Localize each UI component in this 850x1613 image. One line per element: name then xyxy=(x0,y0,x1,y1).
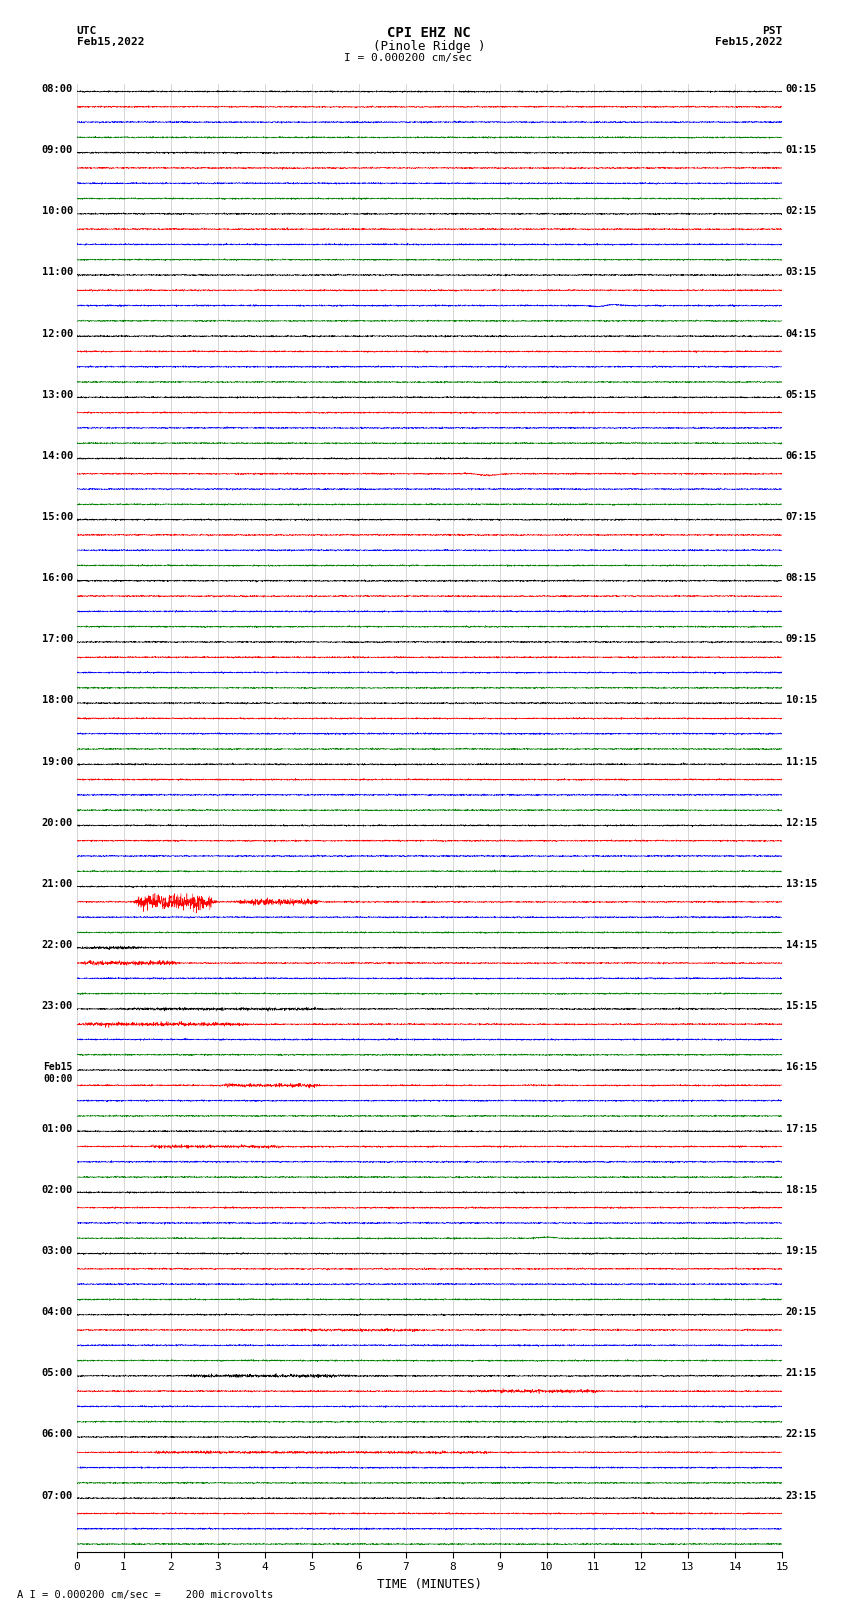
Text: 10:15: 10:15 xyxy=(785,695,817,705)
Text: UTC: UTC xyxy=(76,26,97,35)
Text: 06:15: 06:15 xyxy=(785,450,817,461)
Text: 16:00: 16:00 xyxy=(42,573,73,584)
Text: 00:15: 00:15 xyxy=(785,84,817,94)
Text: 16:15: 16:15 xyxy=(785,1063,817,1073)
Text: 17:15: 17:15 xyxy=(785,1124,817,1134)
Text: A I = 0.000200 cm/sec =    200 microvolts: A I = 0.000200 cm/sec = 200 microvolts xyxy=(17,1590,273,1600)
Text: 05:00: 05:00 xyxy=(42,1368,73,1378)
Text: 02:00: 02:00 xyxy=(42,1184,73,1195)
Text: 01:00: 01:00 xyxy=(42,1124,73,1134)
Text: 19:15: 19:15 xyxy=(785,1245,817,1257)
Text: 23:15: 23:15 xyxy=(785,1490,817,1500)
Text: 07:00: 07:00 xyxy=(42,1490,73,1500)
Text: 20:15: 20:15 xyxy=(785,1307,817,1318)
Text: 14:15: 14:15 xyxy=(785,940,817,950)
Text: 09:15: 09:15 xyxy=(785,634,817,644)
Text: CPI EHZ NC: CPI EHZ NC xyxy=(388,26,471,40)
Text: 01:15: 01:15 xyxy=(785,145,817,155)
Text: 20:00: 20:00 xyxy=(42,818,73,827)
Text: 19:00: 19:00 xyxy=(42,756,73,766)
X-axis label: TIME (MINUTES): TIME (MINUTES) xyxy=(377,1578,482,1590)
Text: Feb15,2022: Feb15,2022 xyxy=(715,37,782,47)
Text: 04:15: 04:15 xyxy=(785,329,817,339)
Text: 12:00: 12:00 xyxy=(42,329,73,339)
Text: 07:15: 07:15 xyxy=(785,511,817,523)
Text: 18:15: 18:15 xyxy=(785,1184,817,1195)
Text: Feb15
00:00: Feb15 00:00 xyxy=(43,1063,73,1084)
Text: 14:00: 14:00 xyxy=(42,450,73,461)
Text: 21:00: 21:00 xyxy=(42,879,73,889)
Text: 02:15: 02:15 xyxy=(785,206,817,216)
Text: 22:00: 22:00 xyxy=(42,940,73,950)
Text: 13:15: 13:15 xyxy=(785,879,817,889)
Text: 06:00: 06:00 xyxy=(42,1429,73,1439)
Text: I = 0.000200 cm/sec: I = 0.000200 cm/sec xyxy=(344,53,472,63)
Text: 10:00: 10:00 xyxy=(42,206,73,216)
Text: 17:00: 17:00 xyxy=(42,634,73,644)
Text: PST: PST xyxy=(762,26,782,35)
Text: 08:15: 08:15 xyxy=(785,573,817,584)
Text: 03:15: 03:15 xyxy=(785,268,817,277)
Text: 04:00: 04:00 xyxy=(42,1307,73,1318)
Text: 13:00: 13:00 xyxy=(42,390,73,400)
Text: 18:00: 18:00 xyxy=(42,695,73,705)
Text: 11:00: 11:00 xyxy=(42,268,73,277)
Text: 23:00: 23:00 xyxy=(42,1002,73,1011)
Text: 09:00: 09:00 xyxy=(42,145,73,155)
Text: 12:15: 12:15 xyxy=(785,818,817,827)
Text: 22:15: 22:15 xyxy=(785,1429,817,1439)
Text: 21:15: 21:15 xyxy=(785,1368,817,1378)
Text: Feb15,2022: Feb15,2022 xyxy=(76,37,144,47)
Text: 08:00: 08:00 xyxy=(42,84,73,94)
Text: 15:15: 15:15 xyxy=(785,1002,817,1011)
Text: (Pinole Ridge ): (Pinole Ridge ) xyxy=(373,40,485,53)
Text: 15:00: 15:00 xyxy=(42,511,73,523)
Text: 11:15: 11:15 xyxy=(785,756,817,766)
Text: 05:15: 05:15 xyxy=(785,390,817,400)
Text: 03:00: 03:00 xyxy=(42,1245,73,1257)
